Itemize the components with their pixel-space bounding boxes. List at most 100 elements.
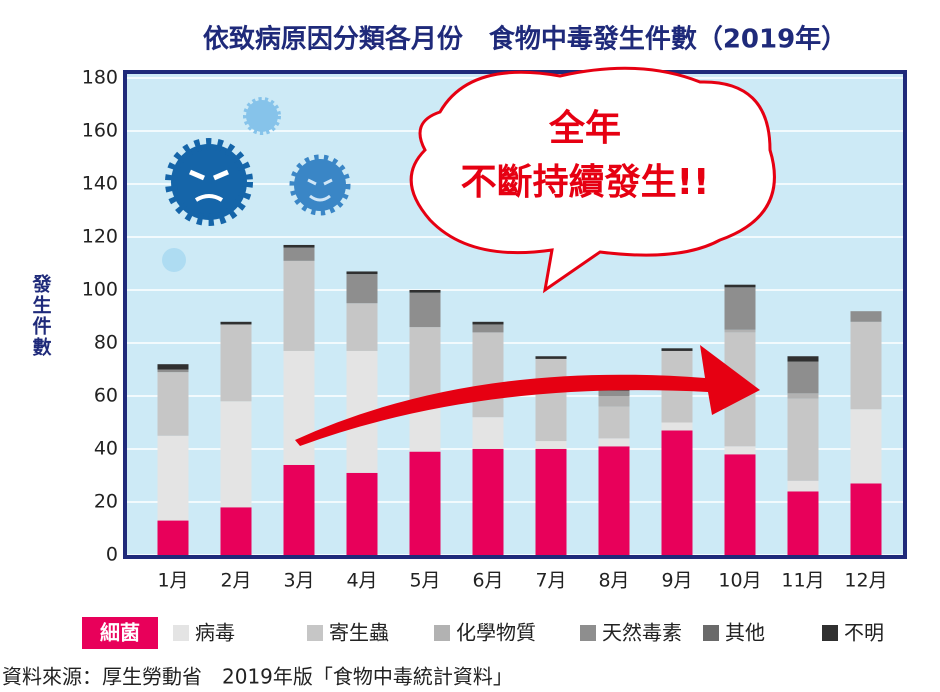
bar-segment <box>787 361 819 394</box>
y-axis-label: 發生件數 <box>30 273 53 358</box>
bar-segment <box>283 464 315 555</box>
y-tick-label: 160 <box>82 120 118 142</box>
legend-swatch <box>703 625 719 641</box>
y-tick-label: 60 <box>94 385 118 407</box>
bar-segment <box>220 321 252 325</box>
x-tick-label: 4月 <box>346 570 377 592</box>
legend-label: 不明 <box>844 621 884 645</box>
legend-swatch <box>307 625 323 641</box>
bar-segment <box>724 454 756 555</box>
x-tick-label: 12月 <box>844 570 887 592</box>
bar-segment <box>598 390 630 396</box>
bar-segment <box>724 329 756 333</box>
legend-swatch <box>434 625 450 641</box>
legend-swatch <box>82 617 158 649</box>
bar-segment <box>850 311 882 322</box>
annotation-line: 全年 <box>548 107 621 149</box>
bar-segment <box>598 396 630 407</box>
speech-bubble <box>409 66 776 294</box>
bar-segment <box>409 451 441 555</box>
legend-label: 病毒 <box>195 621 235 645</box>
bar-segment <box>346 472 378 555</box>
x-tick-label: 9月 <box>661 570 692 592</box>
bar-segment <box>661 422 693 431</box>
legend-label: 其他 <box>725 621 765 645</box>
bar-segment <box>535 356 567 359</box>
x-tick-label: 8月 <box>598 570 629 592</box>
x-tick-label: 3月 <box>283 570 314 592</box>
bar-segment <box>787 398 819 481</box>
bars <box>157 244 882 555</box>
y-tick-label: 140 <box>82 173 118 195</box>
bar-segment <box>157 364 189 370</box>
bar-segment <box>409 292 441 328</box>
bar-segment <box>157 435 189 521</box>
y-tick-label: 120 <box>82 226 118 248</box>
y-tick-label: 0 <box>106 544 118 566</box>
bar-segment <box>283 244 315 248</box>
bar-segment <box>724 287 756 330</box>
bar-segment <box>472 417 504 449</box>
bar-segment <box>346 303 378 351</box>
x-tick-label: 6月 <box>472 570 503 592</box>
bar-segment <box>157 520 189 555</box>
bar-segment <box>787 356 819 362</box>
y-tick-label: 100 <box>82 279 118 301</box>
x-tick-label: 1月 <box>157 570 188 592</box>
bar-segment <box>346 271 378 275</box>
bar-segment <box>598 406 630 439</box>
source-note: 資料來源：厚生勞動省 2019年版「食物中毒統計資料」 <box>2 665 513 689</box>
bar-segment <box>283 260 315 351</box>
bar-segment <box>787 480 819 492</box>
bar-segment <box>472 449 504 555</box>
bar-segment <box>598 446 630 555</box>
bar-segment <box>220 324 252 402</box>
y-tick-label: 180 <box>82 67 118 89</box>
x-tick-label: 10月 <box>718 570 761 592</box>
legend-label: 天然毒素 <box>602 621 682 645</box>
bar-segment <box>535 358 567 442</box>
bar-segment <box>661 348 693 351</box>
bar-segment <box>661 430 693 555</box>
bar-segment <box>409 290 441 293</box>
bar-segment <box>472 321 504 325</box>
legend-label: 寄生蟲 <box>329 621 389 645</box>
bar-segment <box>787 491 819 555</box>
bar-segment <box>409 327 441 402</box>
bar-segment <box>220 507 252 555</box>
bar-segment <box>157 372 189 436</box>
bar-segment <box>220 401 252 508</box>
legend-label: 細菌 <box>100 621 140 645</box>
bar-segment <box>850 409 882 484</box>
bar-segment <box>346 274 378 304</box>
legend-swatch <box>822 625 838 641</box>
chart-title: 依致病原因分類各月份 食物中毒發生件數（2019年） <box>203 24 847 55</box>
legend: 細菌 病毒 寄生蟲 化學物質 天然毒素 其他 不明 <box>82 617 884 649</box>
bar-segment <box>472 324 504 333</box>
x-tick-label: 5月 <box>409 570 440 592</box>
bar-segment <box>157 369 189 373</box>
bar-segment <box>283 350 315 465</box>
annotation-line: 不斷持續發生!! <box>461 162 710 203</box>
y-tick-label: 80 <box>94 332 118 354</box>
bar-segment <box>850 321 882 410</box>
bar-segment <box>283 247 315 261</box>
legend-swatch <box>580 625 596 641</box>
bar-segment <box>598 438 630 447</box>
x-tick-label: 11月 <box>781 570 824 592</box>
bar-segment <box>724 284 756 288</box>
legend-label: 化學物質 <box>456 621 536 645</box>
bar-segment <box>535 441 567 449</box>
bar-segment <box>850 483 882 555</box>
virus-icons <box>162 97 351 272</box>
x-tick-label: 2月 <box>220 570 251 592</box>
y-tick-label: 20 <box>94 491 118 513</box>
bar-segment <box>535 449 567 555</box>
x-tick-label: 7月 <box>535 570 566 592</box>
bar-segment <box>724 446 756 455</box>
legend-swatch <box>173 625 189 641</box>
y-tick-label: 40 <box>94 438 118 460</box>
bar-segment <box>787 393 819 399</box>
bar-segment <box>472 332 504 418</box>
